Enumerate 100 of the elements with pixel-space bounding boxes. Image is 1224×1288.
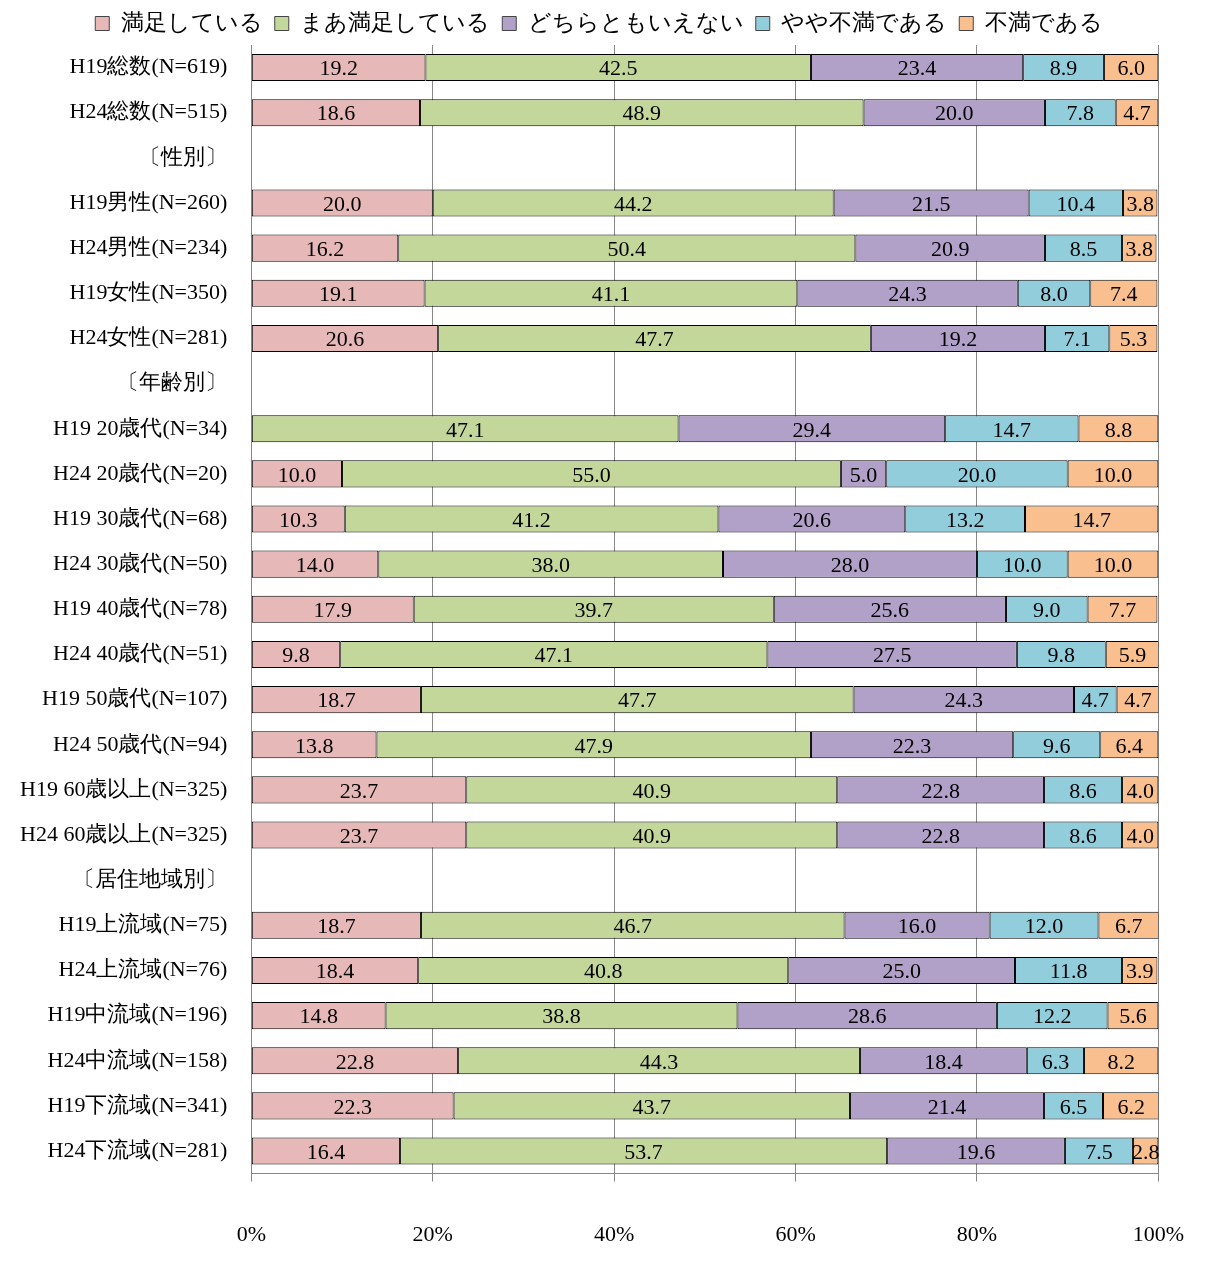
- data-label: 19.6: [956, 1138, 996, 1164]
- data-label: 14.0: [295, 551, 335, 577]
- data-label: 3.9: [1125, 958, 1154, 984]
- data-label: 4.0: [1126, 822, 1154, 848]
- data-label: 53.7: [624, 1138, 663, 1164]
- data-label: 14.8: [299, 1003, 338, 1029]
- data-label: 24.3: [888, 281, 927, 307]
- data-label: 12.0: [1024, 913, 1064, 939]
- y-tick-label: H19 40歳代(N=78): [52, 595, 228, 621]
- y-tick-label: H24上流域(N=76): [58, 956, 228, 982]
- data-label: 48.9: [622, 100, 662, 126]
- data-label: 22.8: [921, 777, 960, 803]
- data-label: 7.5: [1085, 1138, 1113, 1164]
- data-label: 41.1: [591, 281, 631, 307]
- data-label: 6.0: [1117, 55, 1145, 81]
- y-tick-label: 〔性別〕: [139, 143, 228, 169]
- data-label: 5.9: [1118, 642, 1147, 668]
- x-tick-label: 20%: [412, 1220, 453, 1246]
- data-label: 23.7: [339, 777, 379, 803]
- data-label: 40.8: [584, 958, 623, 984]
- data-label: 22.3: [892, 732, 932, 758]
- data-label: 22.8: [921, 822, 960, 848]
- y-tick-label: H24 20歳代(N=20): [52, 459, 228, 485]
- data-label: 42.5: [598, 55, 638, 81]
- data-label: 18.7: [317, 913, 356, 939]
- data-label: 6.3: [1041, 1048, 1070, 1074]
- data-label: 23.4: [897, 55, 937, 81]
- data-label: 21.5: [911, 190, 951, 216]
- data-label: 22.3: [333, 1093, 372, 1119]
- data-label: 39.7: [574, 597, 613, 623]
- data-label: 7.7: [1108, 597, 1137, 623]
- y-tick-label: H19 30歳代(N=68): [52, 504, 228, 530]
- data-label: 18.4: [924, 1048, 963, 1074]
- data-label: 40.9: [632, 777, 672, 803]
- data-label: 4.7: [1081, 687, 1110, 713]
- data-label: 43.7: [632, 1093, 672, 1119]
- data-label: 9.8: [1047, 642, 1076, 668]
- data-label: 9.0: [1033, 597, 1061, 623]
- data-label: 25.6: [870, 597, 910, 623]
- y-tick-label: 〔年齢別〕: [117, 369, 228, 395]
- data-label: 13.2: [945, 506, 985, 532]
- y-tick-label: H24総数(N=515): [69, 98, 228, 124]
- data-label: 21.4: [927, 1093, 967, 1119]
- data-label: 20.6: [792, 506, 832, 532]
- data-label: 10.0: [1003, 551, 1042, 577]
- data-label: 10.4: [1056, 190, 1096, 216]
- x-tick-label: 40%: [593, 1220, 635, 1246]
- y-tick-label: H24女性(N=281): [69, 324, 228, 350]
- data-label: 44.2: [613, 190, 653, 216]
- data-label: 38.8: [542, 1003, 581, 1029]
- data-label: 19.2: [938, 326, 978, 352]
- data-label: 47.7: [635, 326, 674, 352]
- x-tick-label: 60%: [775, 1220, 816, 1246]
- data-label: 3.8: [1125, 235, 1154, 261]
- data-label: 23.7: [339, 822, 379, 848]
- data-label: 19.2: [319, 55, 358, 81]
- data-label: 14.7: [992, 416, 1032, 442]
- data-label: 5.3: [1119, 326, 1148, 352]
- data-label: 24.3: [944, 687, 984, 713]
- data-label: 41.2: [512, 506, 551, 532]
- data-label: 38.0: [531, 551, 570, 577]
- y-tick-label: H24 50歳代(N=94): [52, 730, 228, 756]
- data-label: 5.6: [1119, 1003, 1147, 1029]
- data-label: 6.5: [1059, 1093, 1088, 1119]
- legend-label: やや不満である: [781, 9, 948, 35]
- data-label: 20.9: [930, 235, 970, 261]
- data-label: 16.0: [897, 913, 937, 939]
- data-label: 27.5: [872, 642, 912, 668]
- data-label: 5.0: [849, 461, 878, 487]
- legend-label: どちらともいえない: [527, 9, 744, 35]
- y-tick-label: H19男性(N=260): [69, 188, 228, 214]
- data-label: 12.2: [1032, 1003, 1072, 1029]
- data-label: 8.0: [1040, 281, 1068, 307]
- y-tick-label: H19上流域(N=75): [58, 911, 228, 937]
- y-tick-label: H24 40歳代(N=51): [52, 640, 228, 666]
- data-label: 7.8: [1066, 100, 1095, 126]
- data-label: 25.0: [882, 958, 921, 984]
- y-tick-label: H19総数(N=619): [69, 53, 228, 79]
- data-label: 29.4: [792, 416, 832, 442]
- data-label: 6.7: [1115, 913, 1143, 939]
- data-label: 11.8: [1049, 958, 1088, 984]
- data-label: 19.1: [318, 281, 358, 307]
- data-label: 18.7: [317, 687, 356, 713]
- data-label: 9.6: [1043, 732, 1071, 758]
- y-tick-label: H24 60歳以上(N=325): [19, 820, 228, 846]
- data-label: 4.7: [1123, 100, 1151, 126]
- data-label: 4.0: [1126, 777, 1154, 803]
- y-tick-label: H19 50歳代(N=107): [41, 685, 228, 711]
- data-label: 22.8: [335, 1048, 375, 1074]
- data-label: 47.9: [574, 732, 613, 758]
- y-tick-label: H24下流域(N=281): [47, 1136, 228, 1162]
- y-tick-label: H19下流域(N=341): [47, 1091, 228, 1117]
- data-label: 8.6: [1069, 777, 1097, 803]
- legend-label: 満足している: [120, 9, 263, 35]
- data-label: 9.8: [282, 642, 310, 668]
- data-label: 28.6: [847, 1003, 887, 1029]
- data-label: 4.7: [1124, 687, 1152, 713]
- data-label: 47.7: [618, 687, 657, 713]
- data-label: 8.2: [1107, 1048, 1135, 1074]
- data-label: 20.0: [323, 190, 362, 216]
